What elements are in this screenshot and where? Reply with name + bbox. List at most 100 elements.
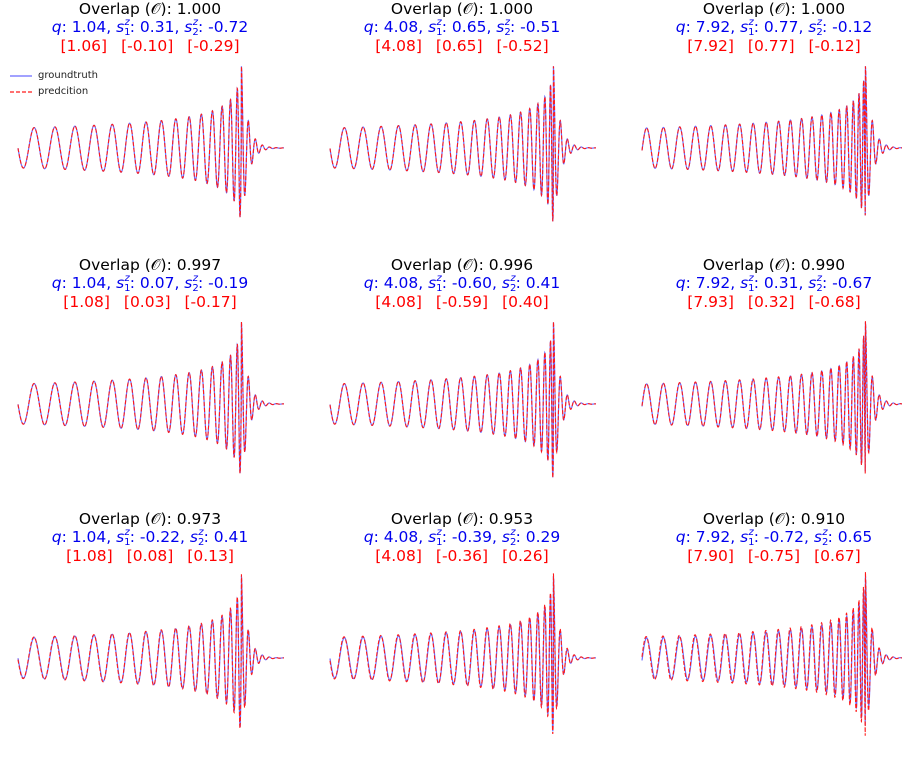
s2-sup: z <box>816 273 822 284</box>
params-line: q: 4.08, s1z: 0.65, s2z: -0.51 <box>363 17 561 38</box>
pred-value-2: [-0.36] <box>435 547 489 565</box>
prediction-line: [7.90] [-0.75] [0.67] <box>624 547 902 565</box>
pred-value-1: [1.08] <box>66 547 113 565</box>
params-line: q: 7.92, s1z: 0.31, s2z: -0.67 <box>675 273 873 294</box>
s2-sub: 2 <box>821 537 829 548</box>
s1-sub: 1 <box>748 537 755 548</box>
pred-value-3: [-0.17] <box>184 293 237 311</box>
q-symbol: q <box>675 274 686 292</box>
s2-sub: 2 <box>816 27 823 38</box>
panel-3: Overlap (𝒪): 1.000 q: 7.92, s1z: 0.77, s2… <box>624 0 902 254</box>
panel-2: Overlap (𝒪): 1.000 q: 4.08, s1z: 0.65, s2… <box>312 0 612 254</box>
prediction-series <box>17 66 285 218</box>
s2-symbol: s <box>808 274 817 292</box>
s1-symbol: s <box>116 528 125 546</box>
pred-value-3: [0.26] <box>502 547 549 565</box>
s1-sup: z <box>436 17 442 28</box>
s2-sup: z <box>816 17 822 28</box>
pred-value-2: [0.32] <box>747 293 795 311</box>
pred-value-2: [-0.10] <box>121 37 174 55</box>
prediction-series <box>329 66 597 222</box>
prediction-line: [4.08] [0.65] [-0.52] <box>312 37 612 55</box>
pred-value-2: [-0.59] <box>435 293 489 311</box>
s2-symbol: s <box>813 528 822 546</box>
q-symbol: q <box>363 274 374 292</box>
s1-sup: z <box>124 273 130 284</box>
s2-sup: z <box>510 527 516 538</box>
pred-value-1: [4.08] <box>375 293 422 311</box>
pred-value-3: [0.67] <box>814 547 861 565</box>
q-symbol: q <box>675 528 686 546</box>
pred-value-1: [7.92] <box>687 37 734 55</box>
prediction-line: [1.06] [-0.10] [-0.29] <box>0 37 300 55</box>
s1-sub: 1 <box>748 283 755 294</box>
params-line: q: 1.04, s1z: -0.22, s2z: 0.41 <box>51 527 249 548</box>
overlap-title: Overlap (𝒪): 0.973 <box>78 510 222 528</box>
legend-prediction-label: predcition <box>38 86 89 97</box>
prediction-line: [1.08] [0.08] [0.13] <box>0 547 300 565</box>
pred-value-2: [0.65] <box>435 37 483 55</box>
s1-sub: 1 <box>436 27 443 38</box>
s1-symbol: s <box>116 274 125 292</box>
s1-sub: 1 <box>436 537 443 548</box>
s2-sub: 2 <box>509 283 517 294</box>
s1-symbol: s <box>740 528 749 546</box>
panel-4: Overlap (𝒪): 0.997 q: 1.04, s1z: 0.07, s2… <box>0 256 300 510</box>
prediction-line: [1.08] [0.03] [-0.17] <box>0 293 300 311</box>
groundtruth-series <box>329 66 597 222</box>
panel-6: Overlap (𝒪): 0.990 q: 7.92, s1z: 0.31, s2… <box>624 256 902 510</box>
s2-sup: z <box>192 273 198 284</box>
overlap-title: Overlap (𝒪): 0.996 <box>390 256 534 274</box>
overlap-title: Overlap (𝒪): 0.990 <box>702 256 846 274</box>
s1-sup: z <box>748 17 754 28</box>
legend-groundtruth-label: groundtruth <box>38 70 99 81</box>
s1-symbol: s <box>428 18 437 36</box>
prediction-line: [4.08] [-0.59] [0.40] <box>312 293 612 311</box>
prediction-line-swatch <box>10 91 32 93</box>
groundtruth-series <box>329 322 597 478</box>
waveform-plot <box>641 66 902 216</box>
params-line: q: 4.08, s1z: -0.60, s2z: 0.41 <box>363 273 561 294</box>
s2-sup: z <box>198 527 204 538</box>
pred-value-3: [-0.12] <box>808 37 861 55</box>
s1-sup: z <box>748 273 754 284</box>
waveform-plot <box>641 321 902 474</box>
s2-sup: z <box>504 17 510 28</box>
s2-sub: 2 <box>816 283 823 294</box>
groundtruth-series <box>641 66 902 216</box>
legend: groundtruth predcition <box>10 68 98 100</box>
pred-value-2: [0.08] <box>126 547 174 565</box>
panel-9: Overlap (𝒪): 0.910 q: 7.92, s1z: -0.72, s… <box>624 510 902 764</box>
s2-symbol: s <box>184 274 193 292</box>
legend-prediction: predcition <box>10 84 98 100</box>
q-symbol: q <box>363 18 374 36</box>
s2-symbol: s <box>501 274 510 292</box>
s1-sub: 1 <box>124 283 131 294</box>
groundtruth-line-swatch <box>10 75 32 77</box>
pred-value-1: [4.08] <box>375 547 422 565</box>
params-line: q: 4.08, s1z: -0.39, s2z: 0.29 <box>363 527 561 548</box>
prediction-line: [7.93] [0.32] [-0.68] <box>624 293 902 311</box>
pred-value-3: [0.40] <box>502 293 549 311</box>
waveform-plot <box>17 574 285 730</box>
s1-symbol: s <box>740 274 749 292</box>
s1-symbol: s <box>428 528 437 546</box>
pred-value-1: [7.90] <box>687 547 734 565</box>
s1-symbol: s <box>116 18 125 36</box>
s2-sup: z <box>192 17 198 28</box>
pred-value-1: [1.06] <box>60 37 108 55</box>
s1-sup: z <box>748 527 754 538</box>
s2-sub: 2 <box>197 537 205 548</box>
pred-value-1: [7.93] <box>687 293 734 311</box>
waveform-plot <box>17 66 285 218</box>
pred-value-1: [4.08] <box>375 37 422 55</box>
pred-value-3: [0.13] <box>187 547 234 565</box>
s2-sup: z <box>822 527 828 538</box>
waveform-plot <box>641 571 902 736</box>
pred-value-2: [-0.75] <box>747 547 801 565</box>
q-symbol: q <box>675 18 686 36</box>
s1-sup: z <box>124 527 130 538</box>
s2-symbol: s <box>808 18 817 36</box>
s2-symbol: s <box>501 528 510 546</box>
